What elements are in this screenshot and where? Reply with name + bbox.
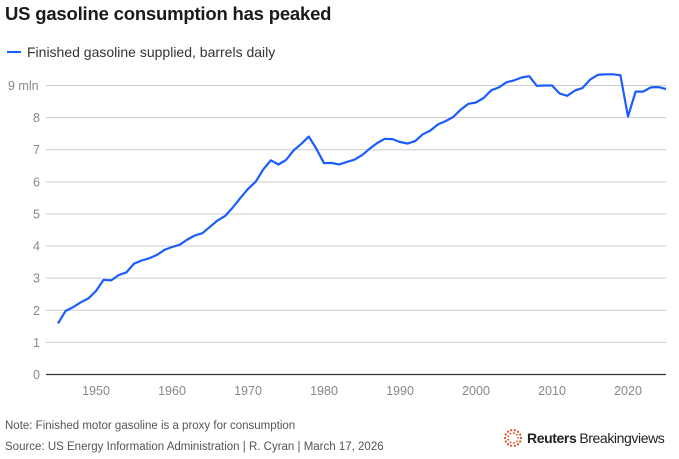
x-tick-label: 2010 — [538, 384, 566, 398]
logo-dot — [504, 440, 507, 443]
y-tick-label: 0 — [33, 368, 40, 382]
logo-dot — [506, 430, 510, 433]
x-tick-label: 1950 — [82, 384, 110, 398]
logo-dot — [515, 440, 518, 443]
y-tick-label: 4 — [33, 240, 40, 254]
x-tick-label: 2020 — [614, 384, 642, 398]
x-tick-label: 1980 — [310, 384, 338, 398]
y-tick-label: 9 mln — [8, 79, 39, 93]
logo-dot — [507, 438, 510, 441]
y-tick-label: 2 — [33, 304, 40, 318]
y-tick-label: 7 — [33, 143, 40, 157]
logo-dot — [510, 429, 513, 432]
logo-dot — [517, 437, 519, 439]
logo-dot — [510, 444, 513, 447]
chart-note: Note: Finished motor gasoline is a proxy… — [5, 420, 296, 432]
y-tick-label: 3 — [33, 272, 40, 286]
logo-dot — [504, 433, 507, 436]
logo-dot — [507, 435, 510, 438]
x-tick-label: 2000 — [462, 384, 490, 398]
logo-dot — [516, 430, 520, 433]
reuters-breakingviews-logo: Reuters Breakingviews — [503, 428, 665, 448]
y-tick-label: 1 — [33, 336, 40, 350]
series-line — [57, 73, 667, 324]
logo-dot — [512, 432, 515, 434]
x-tick-label: 1990 — [386, 384, 414, 398]
logo-dot — [519, 433, 522, 436]
logo-dot — [515, 433, 518, 436]
logo-dot — [519, 436, 523, 440]
x-tick-label: 1970 — [234, 384, 262, 398]
chart-title: US gasoline consumption has peaked — [5, 3, 332, 24]
y-tick-label: 8 — [33, 111, 40, 125]
logo-dot — [513, 429, 516, 432]
logo-dot — [519, 440, 522, 443]
logo-text-light: Breakingviews — [579, 430, 665, 446]
chart-source: Source: US Energy Information Administra… — [5, 441, 384, 453]
x-tick-label: 1960 — [158, 384, 186, 398]
logo-text-bold: Reuters — [527, 430, 577, 446]
logo-dot — [509, 432, 512, 435]
logo-dot — [516, 443, 520, 446]
logo-dot — [506, 443, 510, 446]
reuters-logo-icon — [503, 429, 523, 447]
logo-dot — [512, 442, 515, 444]
logo-dot — [509, 441, 512, 444]
y-tick-label: 5 — [33, 207, 40, 221]
y-tick-label: 6 — [33, 175, 40, 189]
legend: Finished gasoline supplied, barrels dail… — [7, 44, 275, 60]
legend-label: Finished gasoline supplied, barrels dail… — [27, 44, 276, 60]
logo-dot — [513, 444, 516, 447]
legend-swatch — [7, 51, 21, 53]
logo-dot — [503, 436, 507, 440]
